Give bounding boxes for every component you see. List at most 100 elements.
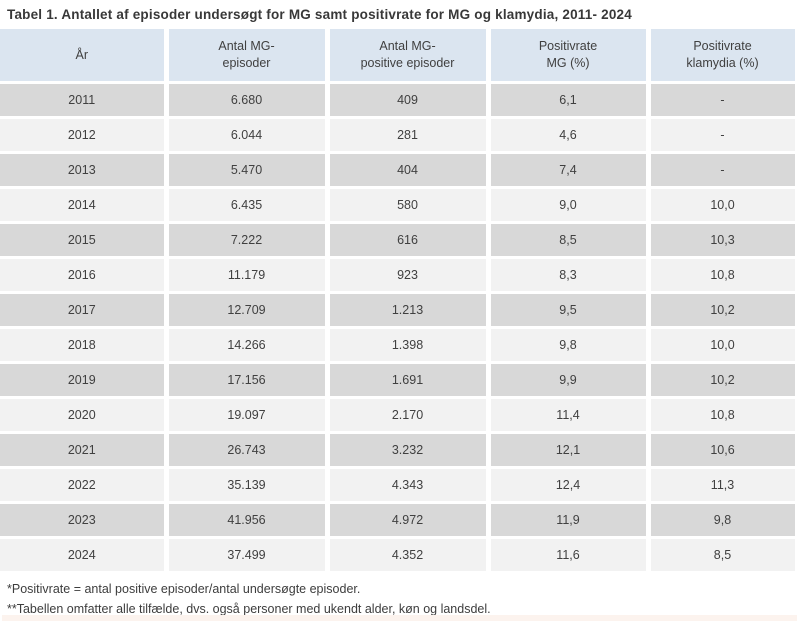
cell-mg-positive: 281 <box>327 117 491 154</box>
cell-mg-episodes: 6.044 <box>166 117 330 154</box>
cell-rate-mg: 11,9 <box>488 502 651 539</box>
table-row-2024: 2024 37.499 4.352 11,6 8,5 <box>0 537 800 574</box>
cell-rate-mg: 9,5 <box>488 292 651 329</box>
cell-mg-positive: 4.972 <box>327 502 491 539</box>
cell-rate-klamydia: 11,3 <box>648 467 800 504</box>
cell-rate-klamydia: - <box>648 82 800 119</box>
cell-rate-klamydia: 10,6 <box>648 432 800 469</box>
cell-year: 2020 <box>0 397 169 434</box>
cell-rate-klamydia: 10,2 <box>648 292 800 329</box>
cell-mg-positive: 3.232 <box>327 432 491 469</box>
footnote-tabellen: **Tabellen omfatter alle tilfælde, dvs. … <box>7 602 491 616</box>
cell-year: 2018 <box>0 327 169 364</box>
cell-rate-mg: 9,0 <box>488 187 651 224</box>
cell-rate-klamydia: 10,3 <box>648 222 800 259</box>
column-header-line: episoder <box>222 56 271 70</box>
cell-year: 2013 <box>0 152 169 189</box>
cell-rate-mg: 8,3 <box>488 257 651 294</box>
table-row-2021: 2021 26.743 3.232 12,1 10,6 <box>0 432 800 469</box>
cell-year: 2012 <box>0 117 169 154</box>
table-row-2011: 2011 6.680 409 6,1 - <box>0 82 800 119</box>
cell-rate-klamydia: 10,8 <box>648 257 800 294</box>
cell-year: 2021 <box>0 432 169 469</box>
cell-mg-episodes: 19.097 <box>166 397 330 434</box>
cell-rate-mg: 12,1 <box>488 432 651 469</box>
cell-year: 2022 <box>0 467 169 504</box>
cell-rate-mg: 11,4 <box>488 397 651 434</box>
cell-mg-episodes: 6.680 <box>166 82 330 119</box>
footnotes: *Positivrate = antal positive episoder/a… <box>0 579 800 619</box>
cell-mg-positive: 1.213 <box>327 292 491 329</box>
cell-mg-episodes: 14.266 <box>166 327 330 364</box>
cell-mg-episodes: 7.222 <box>166 222 330 259</box>
mg-episodes-table: År Antal MG- episoder Antal MG- positive… <box>0 29 800 574</box>
cell-mg-positive: 616 <box>327 222 491 259</box>
cell-rate-klamydia: 10,0 <box>648 187 800 224</box>
column-header-line: Positivrate <box>693 39 752 53</box>
cell-mg-positive: 923 <box>327 257 491 294</box>
cell-rate-mg: 12,4 <box>488 467 651 504</box>
cell-mg-episodes: 35.139 <box>166 467 330 504</box>
cell-rate-mg: 6,1 <box>488 82 651 119</box>
cell-mg-episodes: 11.179 <box>166 257 330 294</box>
table-body: 2011 6.680 409 6,1 - 2012 6.044 281 4,6 … <box>0 82 800 574</box>
table-row-2013: 2013 5.470 404 7,4 - <box>0 152 800 189</box>
cell-rate-mg: 9,9 <box>488 362 651 399</box>
cell-mg-positive: 1.398 <box>327 327 491 364</box>
table-title: Tabel 1. Antallet af episoder undersøgt … <box>7 7 632 22</box>
footnote-positivrate: *Positivrate = antal positive episoder/a… <box>7 582 361 596</box>
cell-mg-episodes: 41.956 <box>166 502 330 539</box>
cell-rate-mg: 7,4 <box>488 152 651 189</box>
cell-year: 2019 <box>0 362 169 399</box>
cell-mg-episodes: 5.470 <box>166 152 330 189</box>
column-header-line: Antal MG- <box>218 39 275 53</box>
cell-year: 2024 <box>0 537 169 574</box>
cell-mg-positive: 2.170 <box>327 397 491 434</box>
cell-year: 2023 <box>0 502 169 539</box>
table-row-2014: 2014 6.435 580 9,0 10,0 <box>0 187 800 224</box>
cell-year: 2015 <box>0 222 169 259</box>
column-header-line: År <box>75 47 89 62</box>
column-header-mg-episodes: Antal MG- episoder <box>166 29 330 84</box>
cell-rate-klamydia: 10,2 <box>648 362 800 399</box>
table-header: År Antal MG- episoder Antal MG- positive… <box>0 29 800 84</box>
cell-mg-positive: 404 <box>327 152 491 189</box>
cell-mg-positive: 409 <box>327 82 491 119</box>
table-row-2016: 2016 11.179 923 8,3 10,8 <box>0 257 800 294</box>
cell-mg-positive: 4.352 <box>327 537 491 574</box>
column-header-line: Antal MG- <box>379 39 436 53</box>
column-header-line: klamydia (%) <box>686 56 759 70</box>
cell-mg-episodes: 37.499 <box>166 537 330 574</box>
cell-rate-klamydia: 10,0 <box>648 327 800 364</box>
cell-year: 2017 <box>0 292 169 329</box>
column-header-positivrate-mg: Positivrate MG (%) <box>488 29 651 84</box>
table-row-2019: 2019 17.156 1.691 9,9 10,2 <box>0 362 800 399</box>
table-row-2015: 2015 7.222 616 8,5 10,3 <box>0 222 800 259</box>
cell-rate-klamydia: - <box>648 152 800 189</box>
cell-rate-mg: 4,6 <box>488 117 651 154</box>
cell-mg-episodes: 6.435 <box>166 187 330 224</box>
column-header-line: positive episoder <box>360 56 455 70</box>
column-header-line: MG (%) <box>546 56 590 70</box>
cell-rate-klamydia: 8,5 <box>648 537 800 574</box>
table-row-2012: 2012 6.044 281 4,6 - <box>0 117 800 154</box>
table-row-2018: 2018 14.266 1.398 9,8 10,0 <box>0 327 800 364</box>
cell-rate-klamydia: 9,8 <box>648 502 800 539</box>
cell-mg-episodes: 12.709 <box>166 292 330 329</box>
cell-mg-episodes: 26.743 <box>166 432 330 469</box>
column-header-line: Positivrate <box>538 39 598 53</box>
cell-rate-mg: 11,6 <box>488 537 651 574</box>
cell-mg-episodes: 17.156 <box>166 362 330 399</box>
cell-rate-klamydia: - <box>648 117 800 154</box>
column-header-positivrate-klamydia: Positivrate klamydia (%) <box>648 29 800 84</box>
cell-mg-positive: 4.343 <box>327 467 491 504</box>
cell-year: 2014 <box>0 187 169 224</box>
cell-rate-mg: 9,8 <box>488 327 651 364</box>
cell-rate-mg: 8,5 <box>488 222 651 259</box>
cell-mg-positive: 1.691 <box>327 362 491 399</box>
header-row: År Antal MG- episoder Antal MG- positive… <box>0 29 800 84</box>
table-row-2020: 2020 19.097 2.170 11,4 10,8 <box>0 397 800 434</box>
cell-rate-klamydia: 10,8 <box>648 397 800 434</box>
cell-year: 2016 <box>0 257 169 294</box>
table-row-2022: 2022 35.139 4.343 12,4 11,3 <box>0 467 800 504</box>
